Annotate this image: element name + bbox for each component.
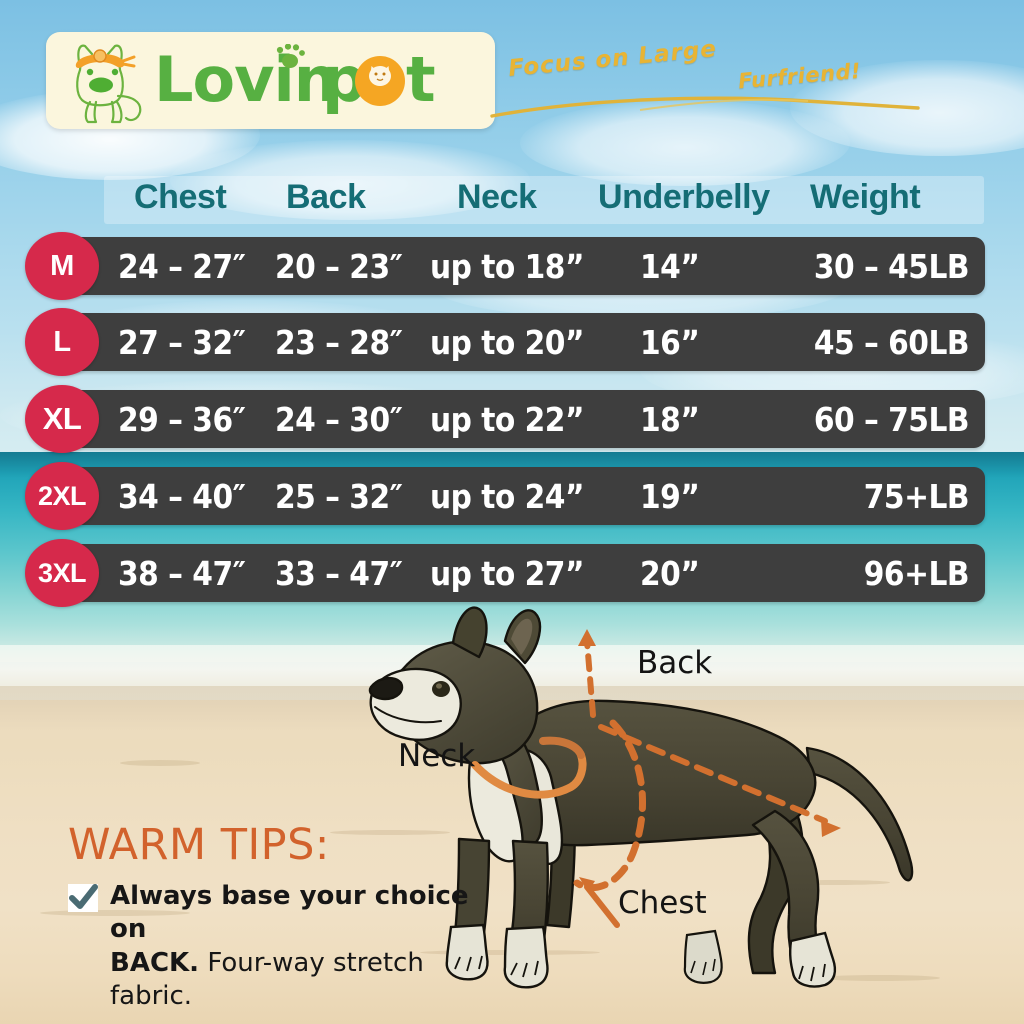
paw-print-icon xyxy=(276,43,305,68)
label-back: Back xyxy=(637,645,713,681)
cell-weight: 30 – 45LB xyxy=(813,246,970,286)
size-badge: 2XL xyxy=(25,462,99,530)
column-header-chest: Chest xyxy=(134,178,227,216)
size-badge: M xyxy=(25,232,99,300)
table-row: M 24 – 27″ 20 – 23″ up to 18” 14” 30 – 4… xyxy=(25,232,985,300)
dog-illustration xyxy=(368,606,914,989)
warm-tips-line-1: Always base your choice on xyxy=(110,881,469,945)
table-row: 2XL 34 – 40″ 25 – 32″ up to 24” 19” 75+L… xyxy=(25,462,985,530)
size-badge: XL xyxy=(25,385,99,453)
tagline-underline xyxy=(490,96,920,118)
svg-text:Lovin: Lovin xyxy=(154,44,337,116)
cell-underbelly: 16” xyxy=(640,322,700,362)
cell-back: 20 – 23″ xyxy=(275,246,403,286)
table-row: L 27 – 32″ 23 – 28″ up to 20” 16” 45 – 6… xyxy=(25,308,985,376)
cell-chest: 29 – 36″ xyxy=(118,399,246,439)
column-header-back: Back xyxy=(286,178,366,216)
cat-face-icon xyxy=(355,55,405,106)
warm-tips-line-2-strong: BACK. xyxy=(110,947,200,978)
svg-text:t: t xyxy=(406,44,435,116)
cell-chest: 38 – 47″ xyxy=(118,553,246,593)
table-row: 3XL 38 – 47″ 33 – 47″ up to 27” 20” 96+L… xyxy=(25,539,985,607)
chest-arrow-icon xyxy=(579,877,620,928)
cell-chest: 27 – 32″ xyxy=(118,322,246,362)
cell-weight: 75+LB xyxy=(863,476,970,516)
warm-tips-section: WARM TIPS: Always base your choice on BA… xyxy=(68,820,508,1013)
column-header-underbelly: Underbelly xyxy=(598,178,770,216)
cell-neck: up to 22” xyxy=(430,399,584,439)
brand-wordmark: Lovin p t xyxy=(154,43,436,116)
cell-back: 33 – 47″ xyxy=(275,553,403,593)
cell-underbelly: 20” xyxy=(640,553,700,593)
cell-underbelly: 18” xyxy=(640,399,700,439)
back-measure-line xyxy=(584,638,828,824)
cell-weight: 96+LB xyxy=(863,553,970,593)
cell-back: 25 – 32″ xyxy=(275,476,403,516)
back-arrow-icon xyxy=(578,629,841,837)
column-header-neck: Neck xyxy=(457,178,537,216)
neck-measure-collar xyxy=(471,736,587,799)
cell-neck: up to 24” xyxy=(430,476,584,516)
table-header-band xyxy=(104,176,984,224)
tagline-line-1: Focus on Large xyxy=(507,36,718,82)
cell-neck: up to 20” xyxy=(430,322,584,362)
cell-chest: 34 – 40″ xyxy=(118,476,246,516)
cell-chest: 24 – 27″ xyxy=(118,246,246,286)
cell-neck: up to 27” xyxy=(430,553,584,593)
brand-logo: Lovin p t xyxy=(46,32,495,129)
label-chest: Chest xyxy=(618,885,707,921)
size-badge: 3XL xyxy=(25,539,99,607)
label-neck: Neck xyxy=(398,738,476,774)
cell-underbelly: 14” xyxy=(640,246,700,286)
warm-tips-title: WARM TIPS: xyxy=(68,820,330,870)
table-row: XL 29 – 36″ 24 – 30″ up to 22” 18” 60 – … xyxy=(25,385,985,453)
checkmark-icon xyxy=(68,884,98,912)
cell-weight: 60 – 75LB xyxy=(813,399,970,439)
cell-underbelly: 19” xyxy=(640,476,700,516)
brand-tagline: Focus on Large Furfriend! xyxy=(490,34,920,126)
size-badge: L xyxy=(25,308,99,376)
warm-tips-line-2-rest: Four-way stretch fabric. xyxy=(110,947,424,1011)
column-header-weight: Weight xyxy=(810,178,921,216)
chest-measure-line xyxy=(573,719,646,891)
cell-neck: up to 18” xyxy=(430,246,584,286)
cell-back: 23 – 28″ xyxy=(275,322,403,362)
dog-measurement-diagram xyxy=(355,595,955,1024)
cat-mascot-icon xyxy=(75,44,142,124)
cell-back: 24 – 30″ xyxy=(275,399,403,439)
cell-weight: 45 – 60LB xyxy=(813,322,970,362)
